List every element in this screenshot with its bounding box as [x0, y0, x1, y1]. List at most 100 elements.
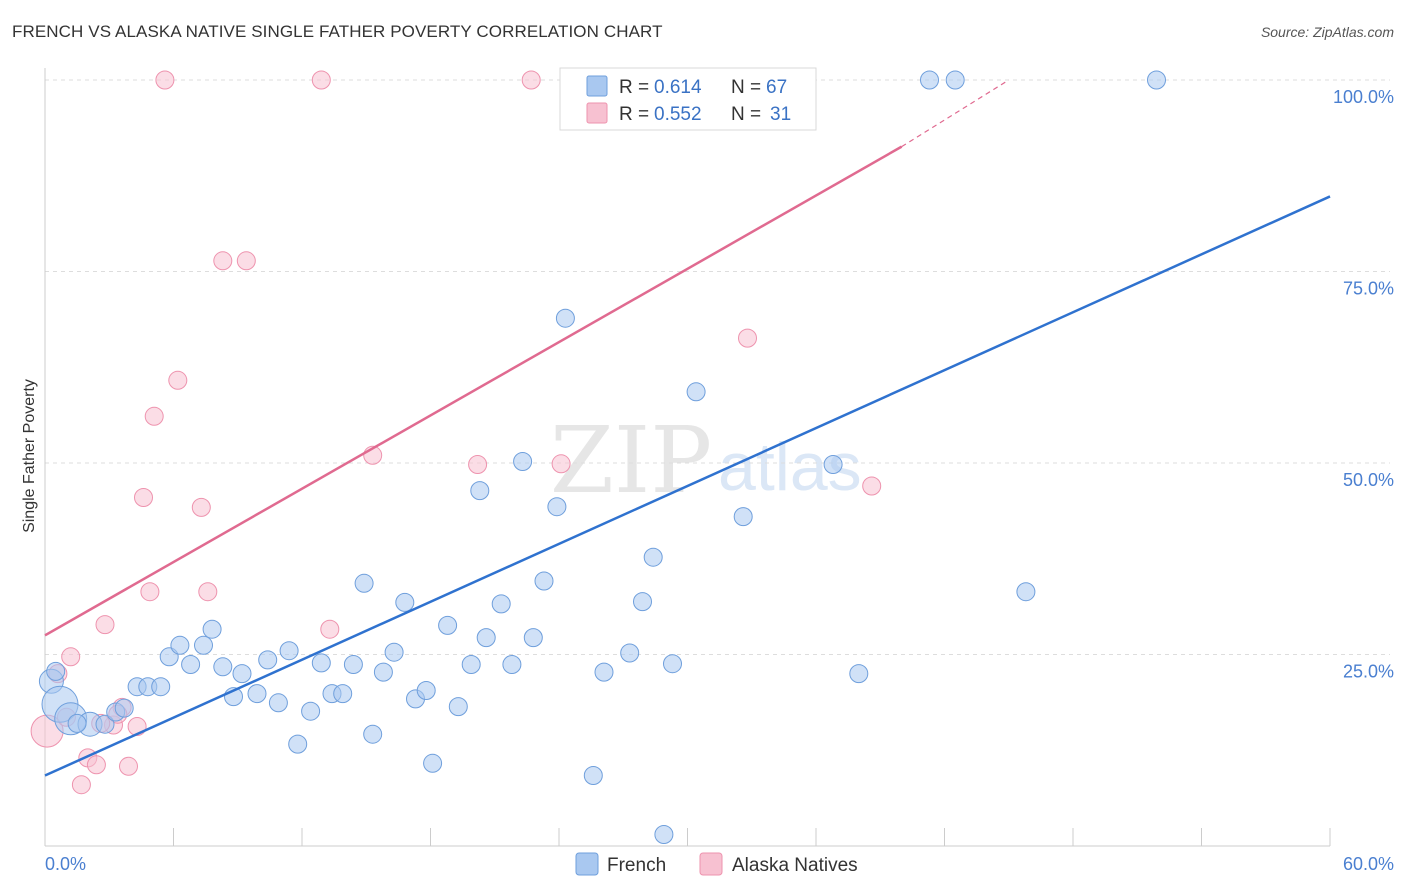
- legend-r-label-french: R =: [619, 77, 649, 98]
- alaska-natives-point: [71, 775, 91, 795]
- chart-source: Source: ZipAtlas.com: [1260, 24, 1394, 40]
- french-point: [686, 382, 706, 402]
- french-point: [363, 724, 383, 744]
- legend-swatch-french: [586, 75, 608, 97]
- x-tick-label-max: 60.0%: [1343, 854, 1394, 874]
- series-legend-label-alaska: Alaska Natives: [732, 855, 858, 876]
- legend-r-label-alaska: R =: [619, 104, 649, 125]
- french-point: [170, 635, 190, 655]
- french-point: [279, 641, 299, 661]
- alaska-natives-point: [191, 497, 211, 517]
- y-tick-label: 75.0%: [1343, 279, 1394, 299]
- french-point: [547, 497, 567, 517]
- alaska-natives-point: [198, 582, 218, 602]
- legend-r-value-french: 0.614: [654, 77, 702, 98]
- french-point: [46, 661, 66, 681]
- french-point: [470, 481, 490, 501]
- french-point: [151, 677, 171, 697]
- french-point: [643, 547, 663, 567]
- alaska-natives-point: [311, 70, 331, 90]
- french-points: [38, 70, 1166, 844]
- french-point: [620, 643, 640, 663]
- alaska-natives-point: [468, 455, 488, 474]
- french-point: [423, 753, 443, 773]
- french-point: [945, 70, 965, 90]
- chart-title: FRENCH VS ALASKA NATIVE SINGLE FATHER PO…: [12, 22, 663, 41]
- french-point: [181, 655, 201, 674]
- french-point: [311, 653, 331, 673]
- french-point: [1147, 70, 1166, 90]
- trend-lines: [44, 79, 1331, 777]
- legend-n-value-alaska: 31: [770, 104, 791, 125]
- french-point: [654, 825, 674, 844]
- series-legend-swatch-alaska: [699, 852, 723, 876]
- alaska-natives-point: [134, 488, 153, 507]
- french-point: [583, 766, 603, 785]
- french-point: [268, 693, 288, 713]
- french-point: [67, 713, 87, 733]
- french-point: [114, 698, 134, 718]
- alaska-natives-point: [144, 406, 164, 426]
- french-point: [373, 662, 393, 682]
- french-point: [491, 594, 511, 614]
- alaska-natives-point: [862, 476, 882, 496]
- alaska-trend-line: [44, 145, 903, 637]
- french-point: [448, 697, 468, 717]
- legend-r-value-alaska: 0.552: [654, 104, 702, 125]
- watermark-zip: ZIP: [550, 407, 712, 514]
- french-point: [258, 650, 278, 670]
- alaska-natives-point: [236, 251, 256, 271]
- alaska-trend-extension: [901, 79, 1010, 148]
- french-point: [920, 70, 939, 90]
- alaska-natives-point: [95, 615, 115, 635]
- alaska-natives-point: [61, 647, 81, 667]
- french-point: [534, 571, 554, 591]
- x-tick-label-min: 0.0%: [45, 854, 86, 874]
- french-point: [849, 664, 869, 684]
- y-tick-label: 50.0%: [1343, 470, 1394, 490]
- french-point: [594, 662, 614, 682]
- french-point: [354, 573, 374, 593]
- french-point: [202, 619, 222, 639]
- correlation-legend: R = 0.614 N = 67 R = 0.552 N = 31: [559, 67, 817, 131]
- french-point: [95, 714, 115, 734]
- alaska-natives-point: [738, 328, 757, 348]
- french-point: [633, 592, 652, 612]
- alaska-natives-point: [119, 756, 138, 776]
- french-point: [823, 455, 843, 474]
- french-point: [384, 642, 404, 662]
- legend-n-label-alaska: N =: [731, 104, 761, 125]
- french-point: [663, 654, 682, 674]
- y-tick-label: 100.0%: [1333, 87, 1394, 107]
- french-point: [513, 452, 533, 471]
- french-point: [555, 308, 575, 328]
- french-point: [461, 655, 481, 674]
- french-point: [343, 655, 363, 674]
- alaska-natives-point: [213, 251, 233, 271]
- french-point: [502, 655, 522, 674]
- french-point: [438, 615, 458, 635]
- alaska-natives-point: [86, 755, 106, 775]
- alaska-natives-point: [521, 70, 541, 90]
- alaska-natives-point: [168, 370, 188, 390]
- alaska-natives-point: [140, 582, 160, 602]
- french-point: [523, 628, 543, 648]
- french-point: [733, 507, 753, 527]
- french-point: [213, 657, 233, 677]
- series-legend-swatch-french: [575, 852, 599, 876]
- y-tick-label: 25.0%: [1343, 662, 1394, 682]
- legend-n-value-french: 67: [766, 77, 787, 98]
- gridlines: [45, 79, 1390, 655]
- alaska-natives-point: [155, 70, 175, 90]
- french-point: [395, 592, 415, 612]
- french-trend-line: [44, 195, 1331, 777]
- french-point: [301, 701, 321, 721]
- y-tick-labels: 25.0% 50.0% 75.0% 100.0%: [1333, 87, 1394, 682]
- french-point: [1016, 582, 1036, 602]
- french-point: [194, 635, 213, 655]
- legend-n-label-french: N =: [731, 77, 761, 98]
- legend-swatch-alaska: [586, 102, 608, 124]
- french-point: [416, 681, 436, 700]
- french-point: [476, 628, 496, 648]
